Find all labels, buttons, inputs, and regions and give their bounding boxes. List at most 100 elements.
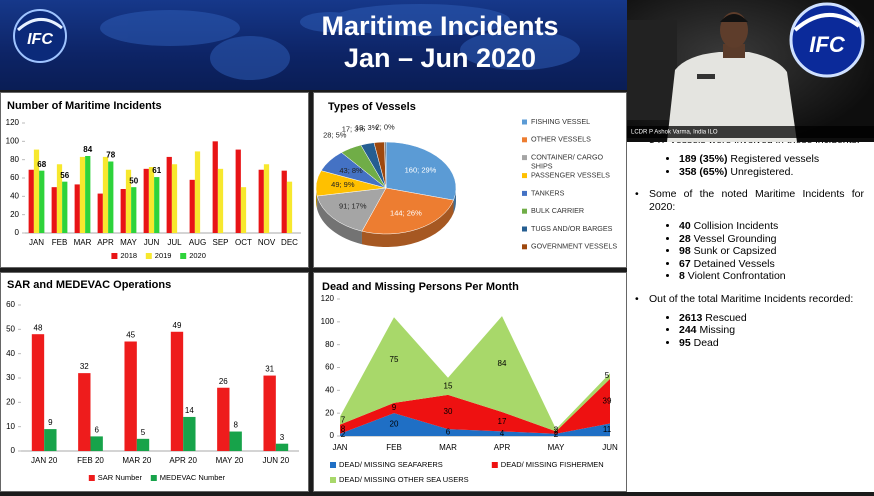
data-label: 9 bbox=[48, 418, 53, 427]
bar bbox=[148, 167, 155, 233]
data-label: 49; 9% bbox=[331, 180, 355, 189]
panel: Types of Vessels 160; 29% 144; 26% 91; 17% 4… bbox=[313, 92, 627, 268]
legend-swatch bbox=[491, 462, 498, 468]
legend-label: TUGS AND/OR BARGES bbox=[531, 224, 613, 233]
bullet: •547 Vessels were involved in these inci… bbox=[635, 142, 864, 147]
bar bbox=[97, 193, 103, 233]
legend-swatch bbox=[522, 208, 527, 214]
legend-swatch bbox=[88, 475, 95, 481]
item-number: 28 bbox=[679, 232, 691, 245]
bar bbox=[263, 375, 276, 451]
x-tick-label: MAY 20 bbox=[216, 456, 244, 465]
data-label: 68 bbox=[37, 160, 46, 169]
bar bbox=[28, 169, 34, 233]
header-title: Maritime Incidents bbox=[321, 11, 558, 41]
panel: SAR and MEDEVAC Operations 0 10 20 30 40 50 60 J… bbox=[0, 272, 309, 492]
x-tick-label: NOV bbox=[258, 238, 276, 247]
x-tick-label: OCT bbox=[235, 238, 252, 247]
data-label: 43; 8% bbox=[339, 166, 363, 175]
logo: IFC bbox=[27, 31, 53, 48]
x-tick-label: FEB 20 bbox=[77, 456, 104, 465]
data-label: 5 bbox=[605, 371, 610, 380]
y-tick-label: 80 bbox=[10, 155, 19, 164]
item-text: Sunk or Capsized bbox=[693, 245, 777, 257]
y-tick-label: 0 bbox=[15, 228, 20, 237]
legend-label: CONTAINER/ CARGO SHIPS bbox=[531, 153, 605, 171]
legend-swatch bbox=[522, 137, 527, 143]
legend-swatch bbox=[522, 173, 527, 179]
bar bbox=[56, 164, 63, 233]
bullet-dot: • bbox=[635, 292, 639, 305]
bar bbox=[74, 184, 80, 233]
bar bbox=[62, 181, 68, 233]
bar bbox=[212, 141, 218, 233]
data-label: 84 bbox=[83, 145, 92, 154]
x-tick-label: JUL bbox=[167, 238, 182, 247]
panel: Dead and Missing Persons Per Month 0 20 40 6… bbox=[313, 272, 627, 492]
bar bbox=[286, 181, 293, 233]
bullet: • Some of the noted Maritime Incidents fo… bbox=[635, 188, 864, 214]
bar bbox=[240, 187, 247, 233]
x-tick-label: MAR bbox=[74, 238, 92, 247]
chart-title: Dead and Missing Persons Per Month bbox=[322, 281, 519, 293]
x-tick-label: MAY bbox=[548, 443, 565, 452]
item-text: Dead bbox=[693, 336, 719, 349]
y-tick-label: 120 bbox=[321, 294, 335, 303]
bar bbox=[108, 161, 114, 233]
chart: Dead and Missing Persons Per Month 0 20 40 6… bbox=[321, 281, 618, 484]
sub-item: 8 Violent Confrontation bbox=[679, 270, 864, 283]
legend-label: DEAD/ MISSING FISHERMEN bbox=[501, 460, 604, 469]
legend-label: DEAD/ MISSING OTHER SEA USERS bbox=[339, 475, 469, 484]
bar bbox=[31, 334, 45, 451]
x-tick-label: JAN bbox=[332, 443, 347, 452]
item-text: Collision Incidents bbox=[693, 220, 779, 232]
legend-swatch bbox=[522, 244, 527, 250]
y-tick-label: 30 bbox=[6, 373, 15, 382]
notes: •547 Vessels were involved in these inci… bbox=[627, 142, 874, 492]
x-tick-label: FEB bbox=[52, 238, 68, 247]
lead-number: 547 bbox=[649, 142, 667, 146]
area bbox=[340, 378, 610, 434]
x-tick-label: FEB bbox=[386, 443, 402, 452]
data-label: 20 bbox=[390, 420, 399, 429]
legend-label: 2020 bbox=[189, 251, 206, 260]
legend-swatch bbox=[150, 475, 157, 481]
data-label: 31 bbox=[265, 365, 274, 374]
item-number: 67 bbox=[679, 257, 691, 270]
legend-label: GOVERNMENT VESSELS bbox=[531, 242, 617, 251]
item-number: 244 bbox=[679, 324, 697, 336]
legend-swatch bbox=[330, 477, 336, 483]
bullet-dot: • bbox=[635, 142, 649, 147]
data-label: 56 bbox=[60, 171, 69, 180]
data-label: 3 bbox=[280, 433, 285, 442]
legend-label: PASSENGER VESSELS bbox=[531, 171, 610, 180]
y-tick-label: 20 bbox=[325, 408, 334, 417]
legend-label: 2018 bbox=[120, 251, 137, 260]
data-label: 160; 29% bbox=[405, 166, 437, 175]
video-caption: LCDR P Ashok Varma, India ILO bbox=[631, 130, 718, 136]
y-tick-label: 100 bbox=[321, 317, 335, 326]
y-tick-label: 120 bbox=[6, 118, 20, 127]
header-subtitle: Jan – Jun 2020 bbox=[344, 43, 536, 73]
bar bbox=[263, 164, 270, 233]
data-label: 30 bbox=[444, 407, 453, 416]
chart: Number of Maritime Incidents 0 20 40 60 80 100… bbox=[6, 100, 301, 260]
video-logo: IFC bbox=[809, 32, 846, 57]
item-number: 358 (65%) bbox=[679, 165, 728, 178]
sub-item: 98 Sunk or Capsized bbox=[679, 245, 864, 258]
video-art: IFC LCDR P Ashok Varma, India ILO bbox=[627, 2, 874, 142]
header: IFC Maritime Incidents Jan – Jun 2020 bbox=[0, 0, 627, 90]
data-label: 2 bbox=[554, 428, 559, 437]
x-tick-label: MAR 20 bbox=[122, 456, 151, 465]
sub-list: 2613 Rescued244 Missing95 Dead bbox=[635, 312, 864, 350]
bar bbox=[85, 156, 91, 233]
bar bbox=[281, 170, 287, 233]
y-tick-label: 40 bbox=[10, 191, 19, 200]
area bbox=[340, 316, 610, 432]
item-text: Rescued bbox=[705, 311, 747, 324]
bar bbox=[143, 168, 149, 233]
y-tick-label: 10 bbox=[6, 422, 15, 431]
bar bbox=[217, 387, 230, 451]
bullet-text: Some of the noted Maritime Incidents for… bbox=[649, 188, 864, 214]
